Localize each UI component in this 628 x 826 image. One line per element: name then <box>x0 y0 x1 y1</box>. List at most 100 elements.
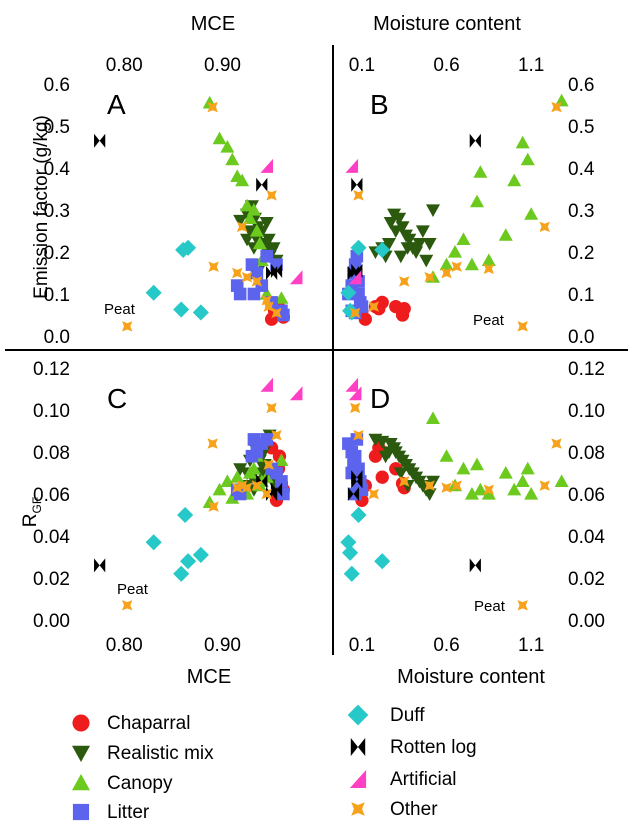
point-a-realistic-mix-13 <box>242 225 257 238</box>
y-tick-label-a-0: 0.0 <box>44 327 70 348</box>
point-b-realistic-mix-16 <box>382 238 396 251</box>
point-d-other-1 <box>353 430 364 441</box>
point-d-duff-4 <box>374 553 391 570</box>
point-c-other-5 <box>241 482 253 493</box>
point-b-canopy-9 <box>515 135 530 149</box>
bottom-axis-title-mce: MCE <box>187 666 231 688</box>
point-c-canopy-4 <box>230 470 245 483</box>
legend-marker-artificial <box>349 770 367 788</box>
legend-label-realistic-mix: Realistic mix <box>107 743 214 764</box>
bottom-axis-title-moisture: Moisture content <box>397 666 545 688</box>
x-tick-label-c-0: 0.80 <box>106 635 143 656</box>
y-tick-label-b-5: 0.5 <box>568 117 594 138</box>
point-c-duff-0 <box>145 534 162 551</box>
point-a-duff-0 <box>145 284 162 301</box>
x-tick-label-b-2: 1.1 <box>518 55 544 76</box>
point-a-duff-1 <box>173 301 190 318</box>
legend-marker-duff <box>347 704 369 726</box>
point-b-rotten-log-1 <box>351 177 363 192</box>
point-c-litter-5 <box>260 433 273 446</box>
point-c-realistic-mix-0 <box>233 463 248 476</box>
legend-label-chaparral: Chaparral <box>107 713 190 734</box>
point-b-canopy-10 <box>520 152 535 166</box>
point-a-litter-9 <box>277 308 290 322</box>
peat-annotation-d: Peat <box>474 598 506 615</box>
y-tick-label-c-2: 0.04 <box>33 527 70 548</box>
point-b-duff-2 <box>343 304 360 321</box>
point-b-other-3 <box>399 276 410 287</box>
point-d-canopy-1 <box>439 449 454 462</box>
legend-label-litter: Litter <box>107 802 150 823</box>
point-a-litter-3 <box>250 266 264 280</box>
point-d-canopy-11 <box>524 487 539 500</box>
point-a-rotten-log-0 <box>94 133 106 148</box>
panel-label-d: D <box>370 383 390 414</box>
x-tick-label-b-1: 0.6 <box>433 55 459 76</box>
point-b-duff-4 <box>374 241 391 258</box>
point-b-artificial-1 <box>348 270 362 285</box>
point-d-duff-1 <box>342 544 359 561</box>
point-a-realistic-mix-14 <box>249 233 264 247</box>
point-d-litter-3 <box>348 449 362 463</box>
point-d-artificial-0 <box>345 377 359 392</box>
point-d-other-9 <box>539 480 550 491</box>
point-a-duff-4 <box>175 241 192 258</box>
point-a-other-3 <box>236 221 248 232</box>
point-d-canopy-7 <box>498 466 513 479</box>
point-a-other-10 <box>271 307 282 319</box>
point-d-other-6 <box>451 480 462 491</box>
point-a-realistic-mix-8 <box>259 217 274 230</box>
point-a-other-1 <box>207 101 218 113</box>
point-d-realistic-mix-17 <box>378 450 393 464</box>
legend-item-canopy: Canopy <box>72 773 173 794</box>
x-tick-label-c-1: 0.90 <box>204 635 241 656</box>
point-d-other-0 <box>350 402 361 414</box>
y-tick-label-c-1: 0.02 <box>33 569 70 590</box>
point-c-litter-8 <box>275 475 288 488</box>
point-a-litter-10 <box>247 287 261 301</box>
y-tick-label-b-0: 0.0 <box>568 327 594 348</box>
point-d-other-7 <box>483 484 494 495</box>
point-b-other-6 <box>451 261 462 272</box>
x-tick-label-a-0: 0.80 <box>106 55 143 76</box>
point-b-rotten-log-3 <box>469 133 481 148</box>
legend-label-duff: Duff <box>390 705 425 726</box>
point-a-rotten-log-1 <box>256 177 268 192</box>
point-b-canopy-13 <box>448 245 462 258</box>
point-c-canopy-1 <box>212 482 227 496</box>
point-d-canopy-8 <box>507 482 522 496</box>
y-axis-title-emission-factor: Emission factor (g/kg) <box>31 115 52 299</box>
y-tick-label-b-1: 0.1 <box>568 285 594 306</box>
x-tick-label-b-0: 0.1 <box>349 55 375 76</box>
legend-marker-rotten-log <box>350 738 366 756</box>
point-c-other-6 <box>251 480 263 491</box>
legend-marker-chaparral <box>72 714 90 732</box>
point-a-other-2 <box>208 261 219 272</box>
y-tick-label-a-1: 0.1 <box>44 285 70 306</box>
point-b-other-0 <box>350 307 361 319</box>
point-a-realistic-mix-11 <box>266 242 281 255</box>
point-b-realistic-mix-14 <box>422 238 437 251</box>
point-a-other-5 <box>241 272 253 283</box>
point-c-duff-4 <box>177 506 194 524</box>
point-b-duff-3 <box>350 239 367 256</box>
point-b-realistic-mix-18 <box>393 250 408 264</box>
x-tick-label-a-1: 0.90 <box>204 55 241 76</box>
legend-label-other: Other <box>390 799 438 820</box>
legend-item-litter: Litter <box>72 802 150 823</box>
y-tick-label-a-2: 0.2 <box>44 243 70 264</box>
peat-annotation-a: Peat <box>104 301 136 318</box>
point-c-artificial-1 <box>289 386 303 401</box>
point-d-canopy-4 <box>470 457 484 471</box>
point-d-canopy-12 <box>554 474 569 487</box>
point-b-chaparral-1 <box>358 312 372 326</box>
point-d-other-2 <box>368 488 379 500</box>
point-b-canopy-3 <box>464 257 479 271</box>
point-b-canopy-4 <box>470 194 484 208</box>
point-d-realistic-mix-18 <box>393 467 408 480</box>
y-tick-label-c-5: 0.10 <box>33 401 70 422</box>
point-a-canopy-5 <box>235 173 250 187</box>
top-axis-title-mce: MCE <box>191 13 235 35</box>
point-c-duff-1 <box>173 565 190 582</box>
point-b-realistic-mix-12 <box>415 225 430 238</box>
